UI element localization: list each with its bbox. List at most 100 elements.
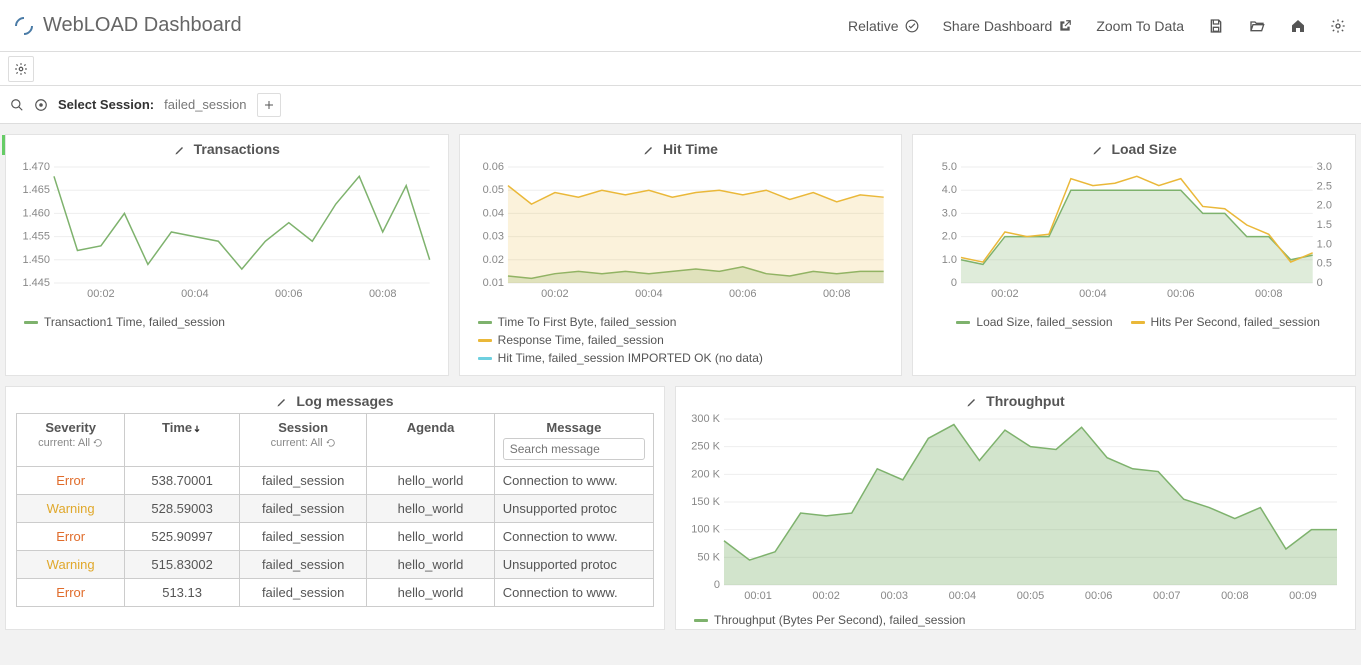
cell-session: failed_session bbox=[239, 495, 366, 523]
svg-text:00:06: 00:06 bbox=[729, 288, 757, 300]
col-severity[interactable]: Severitycurrent: All bbox=[17, 414, 125, 467]
legend-throughput: Throughput (Bytes Per Second), failed_se… bbox=[676, 613, 1355, 629]
svg-text:100 K: 100 K bbox=[691, 524, 720, 536]
svg-text:00:04: 00:04 bbox=[635, 288, 663, 300]
svg-text:00:04: 00:04 bbox=[1079, 288, 1107, 300]
folder-open-icon bbox=[1248, 18, 1266, 34]
title-text: Hit Time bbox=[663, 141, 718, 157]
settings-button[interactable] bbox=[1330, 18, 1346, 34]
svg-text:0.02: 0.02 bbox=[482, 254, 503, 266]
session-bar: Select Session: failed_session bbox=[0, 86, 1361, 124]
panel-title[interactable]: Log messages bbox=[6, 387, 664, 413]
cell-session: failed_session bbox=[239, 551, 366, 579]
panel-title[interactable]: Load Size bbox=[913, 135, 1355, 161]
save-button[interactable] bbox=[1208, 18, 1224, 34]
svg-text:2.5: 2.5 bbox=[1317, 180, 1332, 192]
panel-transactions: Transactions 1.4451.4501.4551.4601.4651.… bbox=[5, 134, 449, 376]
col-session[interactable]: Sessioncurrent: All bbox=[239, 414, 366, 467]
legend-item[interactable]: Hits Per Second, failed_session bbox=[1131, 315, 1320, 329]
panel-title[interactable]: Transactions bbox=[6, 135, 448, 161]
svg-text:2.0: 2.0 bbox=[942, 231, 957, 243]
svg-text:1.470: 1.470 bbox=[22, 161, 50, 173]
svg-text:1.0: 1.0 bbox=[942, 254, 957, 266]
svg-text:4.0: 4.0 bbox=[942, 184, 957, 196]
legend-load-size: Load Size, failed_session Hits Per Second… bbox=[913, 307, 1355, 339]
title-text: Transactions bbox=[194, 141, 280, 157]
sort-down-icon bbox=[192, 424, 202, 434]
cell-message: Connection to www. bbox=[494, 579, 653, 607]
legend-item[interactable]: Throughput (Bytes Per Second), failed_se… bbox=[694, 613, 1345, 627]
home-icon bbox=[1290, 18, 1306, 34]
legend-swatch bbox=[24, 321, 38, 324]
target-icon[interactable] bbox=[34, 98, 48, 112]
legend-item[interactable]: Transaction1 Time, failed_session bbox=[24, 315, 438, 329]
svg-text:1.5: 1.5 bbox=[1317, 219, 1332, 231]
legend-item[interactable]: Response Time, failed_session bbox=[478, 333, 892, 347]
svg-text:0: 0 bbox=[951, 277, 957, 289]
table-row[interactable]: Error525.90997failed_sessionhello_worldC… bbox=[17, 523, 654, 551]
svg-text:0.5: 0.5 bbox=[1317, 258, 1332, 270]
cell-message: Unsupported protoc bbox=[494, 551, 653, 579]
cell-time: 525.90997 bbox=[125, 523, 240, 551]
svg-text:00:05: 00:05 bbox=[1017, 590, 1045, 602]
legend-label: Response Time, failed_session bbox=[498, 333, 664, 347]
cell-severity: Error bbox=[17, 579, 125, 607]
svg-text:00:03: 00:03 bbox=[881, 590, 909, 602]
svg-text:00:06: 00:06 bbox=[275, 288, 303, 300]
settings-bar bbox=[0, 52, 1361, 86]
legend-swatch bbox=[1131, 321, 1145, 324]
cell-severity: Warning bbox=[17, 495, 125, 523]
svg-text:00:09: 00:09 bbox=[1289, 590, 1317, 602]
relative-button[interactable]: Relative bbox=[848, 18, 919, 34]
col-message[interactable]: Message bbox=[494, 414, 653, 467]
session-value[interactable]: failed_session bbox=[164, 97, 246, 112]
svg-text:00:02: 00:02 bbox=[87, 288, 114, 300]
panel-title[interactable]: Hit Time bbox=[460, 135, 902, 161]
cell-message: Unsupported protoc bbox=[494, 495, 653, 523]
zoom-button[interactable]: Zoom To Data bbox=[1096, 18, 1184, 34]
svg-text:00:02: 00:02 bbox=[812, 590, 840, 602]
svg-text:3.0: 3.0 bbox=[942, 207, 957, 219]
table-row[interactable]: Warning515.83002failed_sessionhello_worl… bbox=[17, 551, 654, 579]
svg-text:300 K: 300 K bbox=[691, 413, 720, 425]
share-button[interactable]: Share Dashboard bbox=[943, 18, 1073, 34]
legend-label: Hit Time, failed_session IMPORTED OK (no… bbox=[498, 351, 763, 365]
search-message-input[interactable] bbox=[503, 438, 645, 460]
legend-item[interactable]: Hit Time, failed_session IMPORTED OK (no… bbox=[478, 351, 892, 365]
add-session-button[interactable] bbox=[257, 93, 281, 117]
app-title: WebLOAD Dashboard bbox=[43, 14, 242, 37]
pencil-icon bbox=[276, 396, 288, 408]
relative-label: Relative bbox=[848, 18, 899, 34]
col-agenda[interactable]: Agenda bbox=[367, 414, 494, 467]
table-row[interactable]: Error513.13failed_sessionhello_worldConn… bbox=[17, 579, 654, 607]
svg-text:150 K: 150 K bbox=[691, 496, 720, 508]
open-button[interactable] bbox=[1248, 18, 1266, 34]
svg-text:2.0: 2.0 bbox=[1317, 200, 1332, 212]
svg-text:0.04: 0.04 bbox=[482, 207, 503, 219]
table-row[interactable]: Warning528.59003failed_sessionhello_worl… bbox=[17, 495, 654, 523]
row-settings-button[interactable] bbox=[8, 56, 34, 82]
svg-text:0.01: 0.01 bbox=[482, 277, 503, 289]
legend-item[interactable]: Load Size, failed_session bbox=[956, 315, 1112, 329]
legend-item[interactable]: Time To First Byte, failed_session bbox=[478, 315, 892, 329]
col-time[interactable]: Time bbox=[125, 414, 240, 467]
panel-title[interactable]: Throughput bbox=[676, 387, 1355, 413]
legend-label: Time To First Byte, failed_session bbox=[498, 315, 677, 329]
svg-text:0: 0 bbox=[1317, 277, 1323, 289]
top-bar: WebLOAD Dashboard Relative Share Dashboa… bbox=[0, 0, 1361, 52]
search-icon[interactable] bbox=[10, 98, 24, 112]
cell-session: failed_session bbox=[239, 467, 366, 495]
title-text: Load Size bbox=[1111, 141, 1176, 157]
cell-session: failed_session bbox=[239, 523, 366, 551]
pencil-icon bbox=[1092, 144, 1104, 156]
legend-transactions: Transaction1 Time, failed_session bbox=[6, 307, 448, 339]
home-button[interactable] bbox=[1290, 18, 1306, 34]
cell-agenda: hello_world bbox=[367, 551, 494, 579]
svg-text:3.0: 3.0 bbox=[1317, 161, 1332, 173]
panel-hit-time: Hit Time 0.010.020.030.040.050.0600:0200… bbox=[459, 134, 903, 376]
panel-log-messages: Log messages Severitycurrent: All Time S… bbox=[5, 386, 665, 630]
svg-text:00:08: 00:08 bbox=[1221, 590, 1249, 602]
table-row[interactable]: Error538.70001failed_sessionhello_worldC… bbox=[17, 467, 654, 495]
svg-text:00:02: 00:02 bbox=[992, 288, 1020, 300]
cell-agenda: hello_world bbox=[367, 495, 494, 523]
